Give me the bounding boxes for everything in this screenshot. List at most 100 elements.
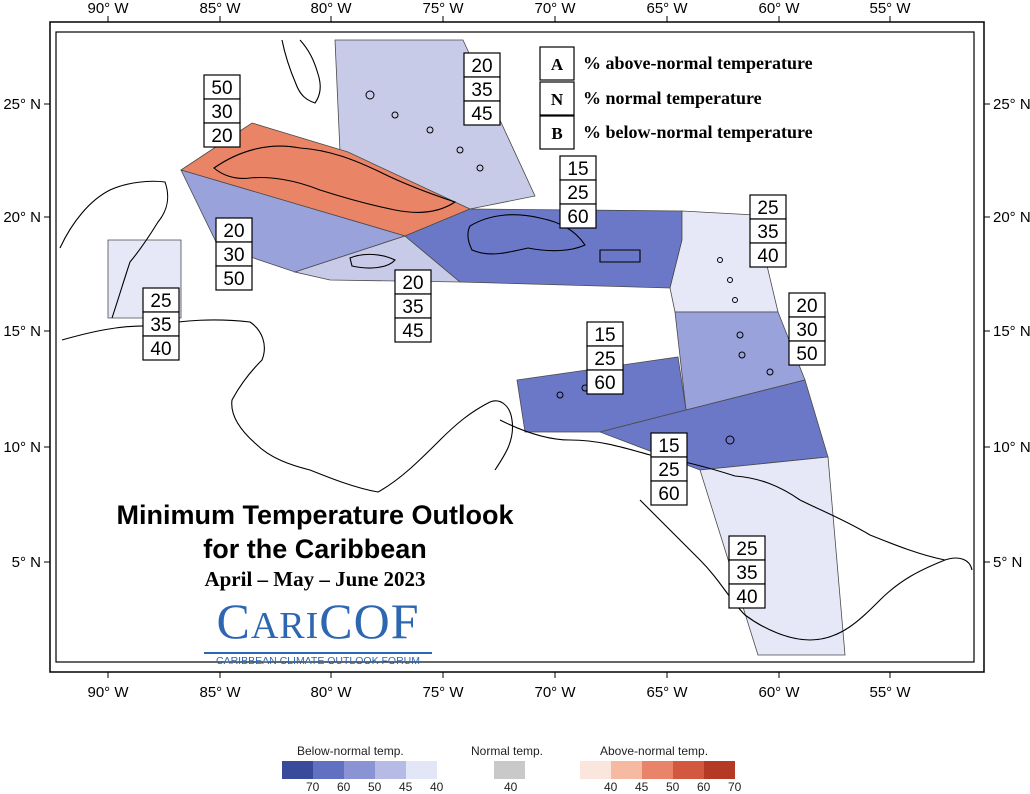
legend-above-label-1: 45 (635, 780, 649, 794)
legend-normal-title: Normal temp. (471, 744, 544, 758)
lat-label-left-4: 5° N (12, 554, 41, 571)
zone-bahamas (334, 39, 536, 210)
lon-label-bottom-3: 75° W (422, 684, 464, 701)
prob-box-1: 50 30 20 (203, 74, 241, 148)
puerto-rico-coast (599, 249, 641, 263)
forecast-zones (107, 39, 846, 656)
prob-value-4-A: 15 (567, 159, 588, 180)
legend-below-label-2: 50 (368, 780, 382, 794)
logo-ari: ARI (250, 605, 320, 647)
coastlines (59, 39, 973, 641)
legend-below-swatch-2 (344, 761, 375, 779)
prob-value-6-B: 40 (757, 246, 778, 267)
prob-cell-5-B (142, 335, 180, 361)
title-period: April – May – June 2023 (204, 567, 426, 591)
prob-box-8: 15 25 60 (586, 321, 624, 395)
prob-value-9-A: 15 (658, 436, 679, 457)
lon-label-top-0: 90° W (87, 0, 129, 17)
legend-above-labels: 40 45 50 60 70 (580, 780, 780, 794)
prob-cell-1-N (203, 98, 241, 124)
prob-value-8-N: 25 (594, 349, 615, 370)
legend-above-swatch-0 (580, 761, 611, 779)
prob-cell-8-A (586, 321, 624, 347)
prob-box-10: 25 35 40 (728, 535, 766, 609)
prob-value-6-A: 25 (757, 198, 778, 219)
title-line-1: Minimum Temperature Outlook (116, 500, 514, 530)
prob-cell-3-A (394, 269, 432, 295)
prob-box-3: 20 35 45 (394, 269, 432, 343)
key-letter-b: B (551, 124, 562, 143)
prob-box-4: 15 25 60 (559, 155, 597, 229)
logo-c: C (216, 593, 251, 649)
prob-cell-9-N (650, 456, 688, 482)
prob-cell-10-N (728, 559, 766, 585)
prob-cell-1-B (203, 122, 241, 148)
prob-value-2-B: 50 (223, 269, 244, 290)
map-frame-inner (55, 31, 975, 663)
guianas-coast (799, 499, 946, 561)
legend-key: A % above-normal temperature N % normal … (539, 46, 813, 150)
legend-below-label-3: 45 (399, 780, 413, 794)
prob-box-9: 15 25 60 (650, 432, 688, 506)
prob-value-1-N: 30 (211, 102, 232, 123)
prob-value-10-B: 40 (736, 587, 757, 608)
prob-value-3-A: 20 (402, 273, 423, 294)
map-title: Minimum Temperature Outlook for the Cari… (60, 498, 570, 592)
lon-label-top-5: 65° W (646, 0, 688, 17)
legend-above-swatch-3 (673, 761, 704, 779)
legend-below-swatches (282, 761, 437, 779)
legend-above-label-0: 40 (604, 780, 618, 794)
prob-cell-5-N (142, 311, 180, 337)
legend-above-swatches (580, 761, 735, 779)
prob-cell-2-N (215, 241, 253, 267)
prob-box-7: 20 30 50 (788, 292, 826, 366)
lon-label-top-2: 80° W (310, 0, 352, 17)
legend-below-labels: 70 60 50 45 40 (282, 780, 482, 794)
prob-value-4-B: 60 (567, 207, 588, 228)
jamaica-coast (349, 253, 396, 269)
lat-label-left-2: 15° N (3, 323, 41, 340)
south-america-coast (639, 499, 973, 641)
caricof-logo: CARICOF CARIBBEAN CLIMATE OUTLOOK FORUM (200, 595, 436, 668)
prob-value-0-N: 35 (471, 80, 492, 101)
prob-value-7-N: 30 (796, 320, 817, 341)
prob-value-7-B: 50 (796, 344, 817, 365)
logo-subtitle: CARIBBEAN CLIMATE OUTLOOK FORUM (216, 655, 420, 667)
prob-cell-4-B (559, 203, 597, 229)
prob-cell-3-N (394, 293, 432, 319)
lat-label-right-0: 25° N (993, 96, 1030, 113)
prob-cell-9-A (650, 432, 688, 458)
legend-above-swatch-1 (611, 761, 642, 779)
prob-value-5-A: 25 (150, 291, 171, 312)
probability-boxes: 20 35 45 50 30 20 20 30 50 20 35 45 15 25 60 25 35 40 25 35… (142, 52, 826, 609)
prob-cell-8-N (586, 345, 624, 371)
prob-value-1-B: 20 (211, 126, 232, 147)
prob-value-3-N: 35 (402, 297, 423, 318)
legend-above-swatch-4 (704, 761, 735, 779)
prob-value-2-A: 20 (223, 221, 244, 242)
prob-value-4-N: 25 (567, 183, 588, 204)
logo-wordmark: CARICOF (200, 595, 436, 652)
logo-rule (204, 652, 432, 654)
prob-cell-4-A (559, 155, 597, 181)
prob-cell-0-A (463, 52, 501, 78)
lat-label-left-3: 10° N (3, 439, 41, 456)
legend-above-label-3: 60 (697, 780, 711, 794)
prob-cell-8-B (586, 369, 624, 395)
prob-value-1-A: 50 (211, 78, 232, 99)
prob-value-10-A: 25 (736, 539, 757, 560)
key-letter-n: N (551, 90, 564, 109)
lon-label-top-1: 85° W (199, 0, 241, 17)
prob-cell-9-B (650, 480, 688, 506)
hispaniola-coast (467, 214, 586, 255)
prob-value-0-A: 20 (471, 56, 492, 77)
legend-normal-label-0: 40 (504, 780, 518, 794)
legend-below-swatch-4 (406, 761, 437, 779)
legend-normal-swatch-0 (494, 761, 525, 779)
cuba-coast (213, 145, 457, 213)
prob-cell-1-A (203, 74, 241, 100)
prob-value-7-A: 20 (796, 296, 817, 317)
lon-label-bottom-1: 85° W (199, 684, 241, 701)
legend-above-swatch-2 (642, 761, 673, 779)
prob-value-8-A: 15 (594, 325, 615, 346)
